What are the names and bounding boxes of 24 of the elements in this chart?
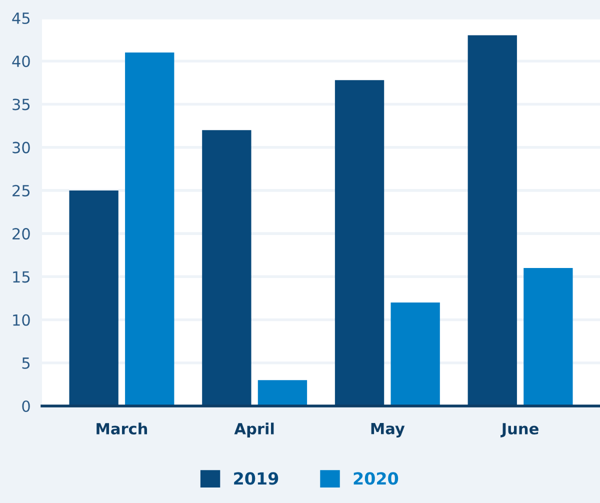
legend-label: 2020	[354, 472, 398, 485]
y-tick-label: 0	[22, 400, 30, 412]
x-tick-label: June	[500, 423, 538, 438]
y-tick-label: 40	[12, 56, 30, 68]
bar	[69, 190, 118, 406]
y-tick-label: 5	[22, 358, 30, 369]
x-tick-label: May	[371, 423, 405, 438]
x-tick-label: April	[234, 422, 274, 438]
bar	[125, 52, 174, 406]
y-tick-label: 35	[12, 98, 30, 110]
bar	[468, 35, 517, 406]
bar	[334, 80, 384, 406]
y-tick-label: 30	[12, 142, 30, 154]
y-tick-label: 25	[12, 184, 30, 196]
y-tick-label: 20	[12, 228, 30, 240]
y-tick-label: 10	[13, 314, 30, 326]
legend-label: 2019	[234, 472, 278, 485]
bar	[524, 268, 573, 406]
y-tick-label: 15	[13, 271, 30, 283]
x-tick-label: March	[96, 422, 148, 434]
bar	[202, 130, 252, 406]
bar	[390, 302, 440, 406]
y-tick-label: 45	[12, 12, 30, 24]
bar	[258, 380, 308, 406]
